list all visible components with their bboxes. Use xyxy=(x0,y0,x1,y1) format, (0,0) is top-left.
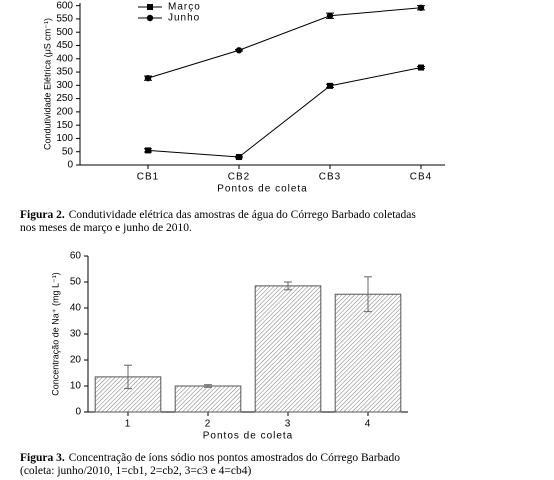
y-tick-label: 0 xyxy=(75,407,81,418)
x-axis-label: Pontos de coleta xyxy=(217,184,308,195)
y-tick-label: 30 xyxy=(70,329,82,340)
y-tick-label: 400 xyxy=(56,53,73,64)
line xyxy=(147,67,422,158)
bar xyxy=(334,293,402,413)
y-tick-label: 550 xyxy=(56,14,73,25)
x-tick-label: 3 xyxy=(285,419,292,430)
line xyxy=(147,7,422,79)
marker xyxy=(144,74,152,82)
x-tick-label: 2 xyxy=(205,419,212,430)
y-tick-label: 500 xyxy=(56,27,73,38)
marker xyxy=(326,12,334,19)
x-tick-label: 1 xyxy=(125,419,132,430)
y-tick-label: 40 xyxy=(70,303,82,314)
y-tick-label: 600 xyxy=(56,0,73,11)
y-tick-label: 250 xyxy=(56,93,73,104)
x-tick-label: CB1 xyxy=(137,172,159,183)
marker xyxy=(235,47,243,54)
bar xyxy=(254,285,322,413)
caption: Figura 3. Concentração de íons sódio nos … xyxy=(20,452,400,478)
x-axis-label: Pontos de coleta xyxy=(203,431,294,442)
y-tick-label: 60 xyxy=(70,251,82,262)
y-tick-label: 10 xyxy=(70,381,82,392)
marker xyxy=(147,4,153,10)
y-tick-label: 450 xyxy=(56,40,73,51)
y-tick-label: 200 xyxy=(56,107,73,118)
caption-line: (coleta: junho/2010, 1=cb1, 2=cb2, 3=c3 … xyxy=(20,465,252,477)
caption-line: Condutividade elétrica das amostras de á… xyxy=(68,209,416,221)
y-tick-label: 50 xyxy=(70,277,82,288)
y-tick-label: 300 xyxy=(56,80,73,91)
legend-label: Junho xyxy=(168,13,200,24)
caption: Figura 2. Condutividade elétrica das amos… xyxy=(20,209,416,235)
marker xyxy=(418,64,424,71)
y-axis-label: Concentração de Na⁺ (mg L⁻¹) xyxy=(50,272,60,396)
y-axis-label: Condutividade Elétrica (μS cm⁻¹) xyxy=(42,18,52,150)
x-tick-label: CB3 xyxy=(319,172,341,183)
marker xyxy=(236,154,242,161)
x-tick-label: CB2 xyxy=(228,172,250,183)
y-tick-label: 150 xyxy=(56,120,73,131)
y-tick-label: 20 xyxy=(70,355,82,366)
marker xyxy=(146,14,154,22)
legend-label: Março xyxy=(168,2,201,13)
caption-line: nos meses de março e junho de 2010. xyxy=(20,222,192,234)
caption-label: Figura 2. xyxy=(20,209,65,221)
marker xyxy=(417,4,425,11)
marker xyxy=(145,147,151,154)
caption-line: Concentração de íons sódio nos pontos am… xyxy=(68,452,400,464)
y-tick-label: 350 xyxy=(56,67,73,78)
y-tick-label: 100 xyxy=(56,133,73,144)
bar xyxy=(174,385,242,413)
marker xyxy=(327,82,333,89)
x-tick-label: CB4 xyxy=(410,172,432,183)
caption-label: Figura 3. xyxy=(20,452,65,464)
y-tick-label: 0 xyxy=(67,160,73,171)
x-tick-label: 4 xyxy=(365,419,372,430)
y-tick-label: 50 xyxy=(62,146,74,157)
